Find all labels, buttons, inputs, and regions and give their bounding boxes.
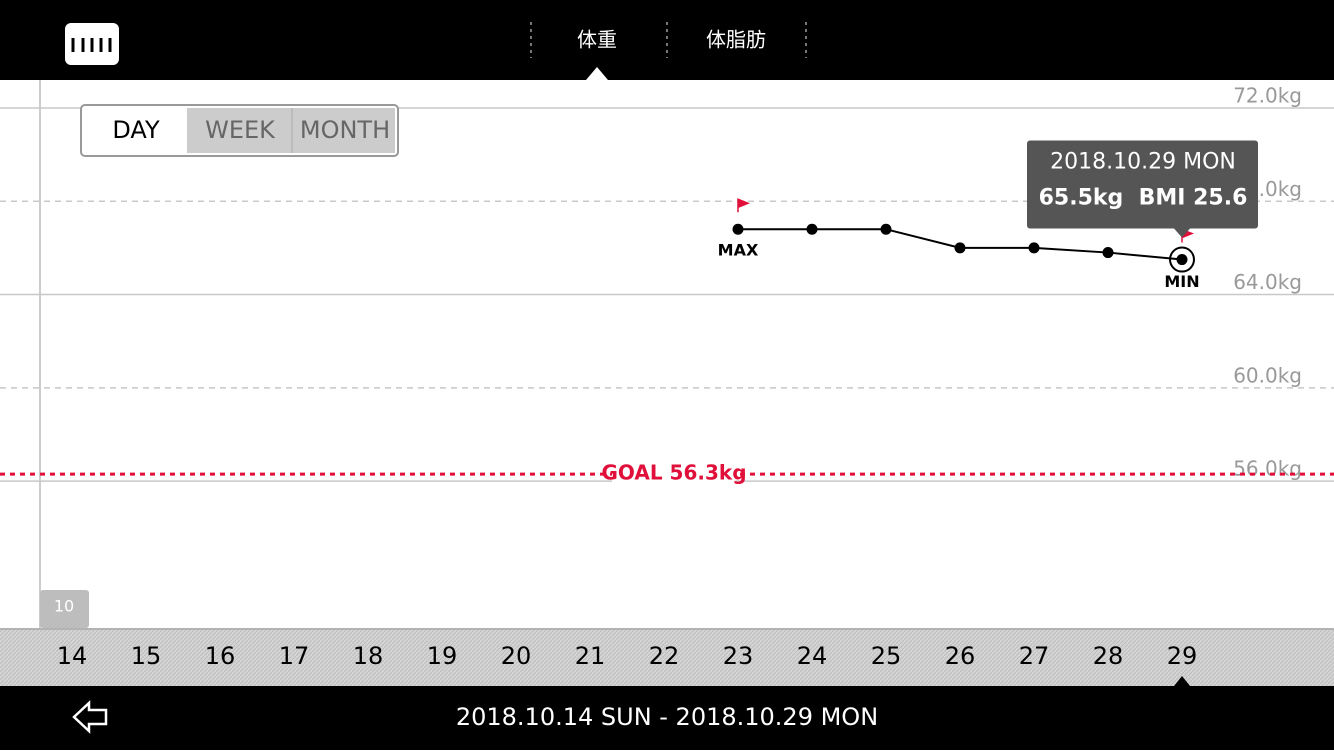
x-tick-label: 27: [1019, 642, 1050, 670]
point: [1028, 242, 1040, 254]
y-tick-label: 56.0kg: [1233, 457, 1302, 481]
x-tick-label: 19: [427, 642, 458, 670]
point: [732, 223, 744, 235]
tab[interactable]: 体重: [577, 28, 617, 52]
tab-separators: [530, 22, 807, 58]
date-strip: [0, 628, 1334, 686]
point: [806, 223, 818, 235]
range-inactive: [187, 108, 395, 153]
date-pointer: [1174, 676, 1190, 686]
date-range: 2018.10.14 SUN - 2018.10.29 MON: [456, 703, 878, 731]
range-button[interactable]: WEEK: [205, 116, 276, 144]
x-tick-label: 28: [1093, 642, 1124, 670]
top-bar: [0, 0, 1334, 80]
y-tick-label: 60.0kg: [1233, 363, 1302, 387]
x-tick-label: 26: [945, 642, 976, 670]
tooltip: [1027, 140, 1258, 229]
logo-marks: [71, 38, 112, 52]
goal-label-bg: [612, 460, 736, 489]
point: [1102, 247, 1114, 259]
x-tick-label: 21: [575, 642, 606, 670]
x-tick-label: 18: [353, 642, 384, 670]
x-tick-label: 20: [501, 642, 532, 670]
x-tick-label: 25: [871, 642, 902, 670]
y-tick-label: 64.0kg: [1233, 270, 1302, 294]
tooltip-text: 65.5kg BMI 25.6: [1039, 186, 1248, 211]
range-button[interactable]: DAY: [112, 116, 160, 144]
flag: [737, 198, 751, 213]
x-tick-label: 17: [279, 642, 310, 670]
point: [954, 242, 966, 254]
x-tick-label: 23: [723, 642, 754, 670]
x-tick-label: 14: [57, 642, 88, 670]
max-label: MAX: [718, 241, 759, 260]
min-label: MIN: [1164, 272, 1199, 291]
month-tab: [40, 590, 89, 628]
month-label: 10: [54, 597, 74, 616]
x-tick-label: 29: [1167, 642, 1198, 670]
plot: GOAL 56.3kg 14 15 16 17 18 19 20 21 22 23 24 25 26 27 2…: [0, 140, 1334, 686]
range-button[interactable]: MONTH: [300, 116, 390, 144]
min-ring: [1169, 246, 1195, 273]
tab[interactable]: 体脂肪: [706, 28, 766, 52]
goal-label: GOAL 56.3kg: [601, 461, 746, 485]
x-tick-label: 15: [131, 642, 162, 670]
tooltip-pointer: [1174, 228, 1190, 238]
tab-pointer: [586, 67, 608, 80]
back-button[interactable]: [72, 700, 108, 734]
bottom-bar: [0, 686, 1334, 750]
x-tick-label: 24: [797, 642, 828, 670]
point: [1176, 254, 1188, 266]
tooltip-title: 2018.10.29 MON: [1050, 150, 1236, 175]
x-tick-label: 22: [649, 642, 680, 670]
y-tick-label: 72.0kg: [1233, 83, 1302, 107]
point: [880, 223, 892, 235]
x-tick-label: 16: [205, 642, 236, 670]
